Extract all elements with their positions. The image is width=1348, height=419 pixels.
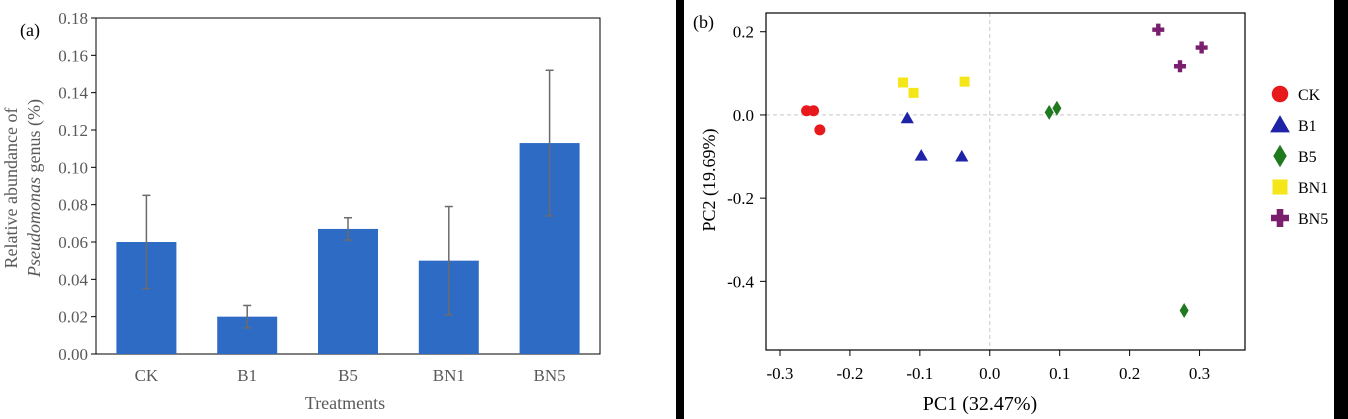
bar-chart: (a) Treatments Relative abundance of Pse… [1,9,601,413]
y-tick-label: 0.06 [58,233,88,252]
point-bn5 [1152,23,1165,36]
legend-label-ck: CK [1298,87,1321,104]
legend-marker-ck [1271,85,1289,103]
y-axis-title-genus: Pseudomonas [24,177,44,278]
y-tick-label: 0.12 [58,121,88,140]
y-tick-label: 0.00 [58,345,88,364]
point-bn1 [959,76,970,87]
point-b1 [914,149,928,161]
bar-plot-area: 0.00 0.02 0.04 0.06 0.08 0.10 0.12 0.14 0.16 0.18… [58,9,601,385]
x-tick-label-bn1: BN1 [433,366,465,385]
x-tick-label: -0.2 [836,364,863,383]
x-tick-label: 0.2 [1119,364,1140,383]
plot-frame [765,12,1246,351]
legend-label-b1: B1 [1298,118,1317,135]
y-axis-title: PC2 (19.69%) [699,128,720,231]
point-bn5 [1173,60,1186,73]
y-axis-title-suffix: genus (%) [24,99,45,177]
pca-scatter-chart: (b) PC1 (32.47%) PC2 (19.69%) -0.3 -0.2 -0… [693,12,1328,415]
y-axis-title-line2: Pseudomonas genus (%) [24,99,45,278]
legend-label-b5: B5 [1298,149,1317,166]
point-b5 [1052,100,1062,116]
point-b1 [955,149,969,162]
point-b5 [1179,302,1189,318]
y-tick-label: 0.16 [58,46,88,65]
y-tick-label: 0.08 [58,196,88,215]
y-tick-label: 0.0 [733,106,754,125]
y-tick-label: -0.4 [727,272,754,291]
legend-marker-b5 [1273,144,1287,168]
x-tick-label: 0.3 [1189,364,1210,383]
pca-chart-panel: (b) PC1 (32.47%) PC2 (19.69%) -0.3 -0.2 -0… [684,0,1334,419]
x-tick-label: 0.0 [979,364,1000,383]
y-tick-label: 0.18 [58,9,88,28]
bar-b5 [318,228,378,354]
point-ck [808,105,820,117]
x-tick-label-ck: CK [135,366,159,385]
panel-label-a: (a) [20,20,40,41]
point-bn1 [908,87,919,98]
point-b1 [900,111,914,124]
panel-label-b: (b) [693,12,714,33]
x-axis-title: Treatments [305,393,385,413]
y-tick-label: 0.14 [58,84,88,103]
legend-marker-b1 [1270,115,1290,133]
point-ck [814,124,826,136]
scatter-plot-area: -0.3 -0.2 -0.1 0.0 0.1 0.2 0.3 0.2 0.0 -0.2 -0.4 [727,12,1246,383]
legend-marker-bn5 [1271,209,1289,227]
point-b5 [1044,104,1054,120]
x-tick-label: 0.1 [1049,364,1070,383]
legend: CK B1 B5 BN1 BN5 [1270,85,1328,228]
legend-label-bn1: BN1 [1298,180,1328,197]
legend-marker-bn1 [1272,179,1288,195]
y-tick-label: 0.2 [733,23,754,42]
y-tick-label: -0.2 [727,189,754,208]
y-tick-label: 0.02 [58,308,88,327]
y-tick-label: 0.10 [58,158,88,177]
y-axis-title-line1: Relative abundance of [1,108,21,269]
y-tick-label: 0.04 [58,270,88,289]
x-tick-label: -0.3 [767,364,794,383]
x-tick-label-b5: B5 [338,366,358,385]
bar-chart-panel: (a) Treatments Relative abundance of Pse… [0,0,676,419]
point-bn1 [898,77,909,88]
point-bn5 [1195,41,1208,54]
x-tick-label: -0.1 [906,364,933,383]
x-tick-label-bn5: BN5 [534,366,566,385]
legend-label-bn5: BN5 [1298,211,1328,228]
x-axis-title: PC1 (32.47%) [923,393,1037,415]
x-tick-label-b1: B1 [237,366,257,385]
